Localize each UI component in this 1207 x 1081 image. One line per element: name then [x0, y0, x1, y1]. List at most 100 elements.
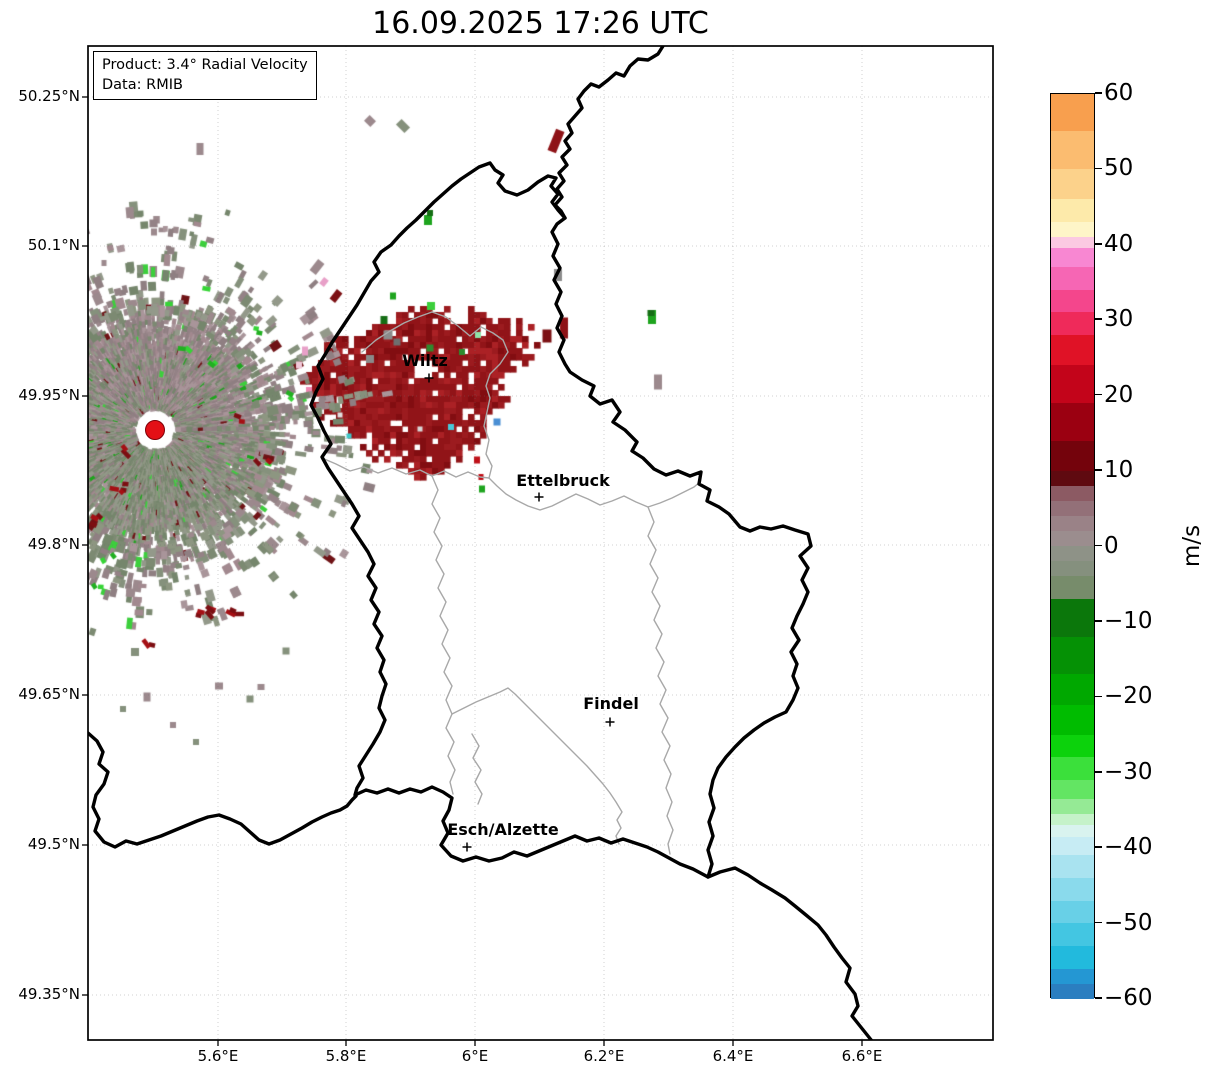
colorbar-band	[1051, 576, 1094, 600]
x-tick-label: 6.2°E	[583, 1047, 625, 1065]
colorbar-band	[1051, 546, 1094, 562]
colorbar-band	[1051, 199, 1094, 223]
grid-lines	[88, 46, 993, 1040]
colorbar-tick-label: −60	[1104, 985, 1153, 1011]
colorbar	[1050, 93, 1095, 1000]
colorbar-band	[1051, 704, 1094, 736]
city-label: Wiltz	[402, 351, 448, 370]
district-border	[361, 311, 509, 479]
city-label: Ettelbruck	[516, 471, 610, 490]
colorbar-band	[1051, 813, 1094, 826]
colorbar-band	[1051, 757, 1094, 781]
colorbar-band	[1051, 531, 1094, 547]
colorbar-band	[1051, 878, 1094, 902]
colorbar-band	[1051, 855, 1094, 879]
x-tick-label: 6.4°E	[712, 1047, 754, 1065]
radar-site-marker	[140, 415, 170, 445]
district-border	[647, 506, 674, 855]
colorbar-band	[1051, 983, 1094, 1000]
colorbar-tick-label: 20	[1104, 381, 1134, 408]
x-tick-label: 5.8°E	[325, 1047, 367, 1065]
colorbar-tick	[1095, 997, 1102, 999]
colorbar-tick	[1095, 620, 1102, 622]
colorbar-tick	[1095, 318, 1102, 321]
colorbar-tick	[1095, 544, 1102, 547]
colorbar-band	[1051, 734, 1094, 758]
colorbar-unit-label: m/s	[1179, 524, 1205, 568]
y-tick-label: 50.1°N	[27, 236, 80, 254]
colorbar-band	[1051, 440, 1094, 472]
y-tick-label: 49.65°N	[18, 685, 80, 703]
colorbar-tick	[1095, 846, 1102, 848]
fr-de-border	[706, 866, 874, 1040]
colorbar-tick	[1095, 770, 1102, 773]
colorbar-band	[1051, 267, 1094, 291]
x-tick-label: 6.6°E	[841, 1047, 883, 1065]
colorbar-tick	[1095, 92, 1102, 94]
product-info-line2: Data: RMIB	[102, 77, 183, 93]
figure-title: 16.09.2025 17:26 UTC	[372, 6, 709, 41]
colorbar-band	[1051, 598, 1094, 638]
colorbar-band	[1051, 825, 1094, 838]
colorbar-band	[1051, 485, 1094, 502]
y-tick-label: 49.8°N	[27, 535, 80, 553]
district-border	[431, 475, 456, 795]
colorbar-tick	[1095, 695, 1102, 698]
colorbar-tick-label: 40	[1104, 230, 1134, 257]
radar-site-dot	[145, 420, 165, 440]
colorbar-tick-label: −30	[1104, 758, 1153, 785]
y-tick-label: 49.5°N	[27, 835, 80, 853]
district-border	[471, 733, 483, 805]
y-tick-label: 49.95°N	[18, 386, 80, 404]
colorbar-band	[1051, 289, 1094, 313]
colorbar-band	[1051, 561, 1094, 577]
colorbar-band	[1051, 335, 1094, 366]
colorbar-tick-label: −50	[1104, 909, 1153, 936]
colorbar-tick-label: −40	[1104, 834, 1153, 861]
colorbar-band	[1051, 674, 1094, 706]
country-borders	[88, 46, 874, 1040]
x-tick-label: 5.6°E	[197, 1047, 239, 1065]
colorbar-band	[1051, 900, 1094, 924]
district-border	[451, 687, 623, 845]
colorbar-tick	[1095, 167, 1102, 170]
colorbar-band	[1051, 923, 1094, 947]
colorbar-band	[1051, 248, 1094, 268]
city-markers	[424, 373, 615, 852]
district-border	[321, 457, 490, 479]
colorbar-band	[1051, 365, 1094, 404]
city-label: Esch/Alzette	[447, 820, 559, 839]
colorbar-tick-label: 50	[1104, 155, 1134, 182]
colorbar-band	[1051, 131, 1094, 170]
radar-data-canvas	[88, 46, 993, 1040]
colorbar-band	[1051, 500, 1094, 517]
colorbar-band	[1051, 470, 1094, 487]
colorbar-band	[1051, 779, 1094, 800]
colorbar-tick-label: −10	[1104, 607, 1153, 634]
colorbar-band	[1051, 636, 1094, 675]
be-de-border	[553, 46, 665, 220]
colorbar-tick-label: 60	[1104, 80, 1134, 106]
product-info-line1: Product: 3.4° Radial Velocity	[102, 57, 308, 73]
colorbar-tick	[1095, 469, 1102, 471]
y-tick-label: 50.25°N	[18, 87, 80, 105]
colorbar-band	[1051, 236, 1094, 249]
colorbar-band	[1051, 93, 1094, 132]
plot-frame	[87, 45, 994, 1041]
colorbar-tick	[1095, 243, 1102, 245]
axis-ticks	[82, 96, 863, 1046]
colorbar-tick-label: 10	[1104, 457, 1134, 484]
colorbar-band	[1051, 516, 1094, 532]
x-tick-label: 6°E	[461, 1047, 489, 1065]
colorbar-band	[1051, 968, 1094, 985]
colorbar-band	[1051, 945, 1094, 970]
colorbar-tick-label: 30	[1104, 306, 1134, 333]
city-label: Findel	[583, 694, 639, 713]
colorbar-band	[1051, 402, 1094, 442]
colorbar-band	[1051, 169, 1094, 200]
luxembourg-border	[309, 161, 813, 879]
colorbar-tick-label: −20	[1104, 683, 1153, 710]
colorbar-band	[1051, 221, 1094, 238]
